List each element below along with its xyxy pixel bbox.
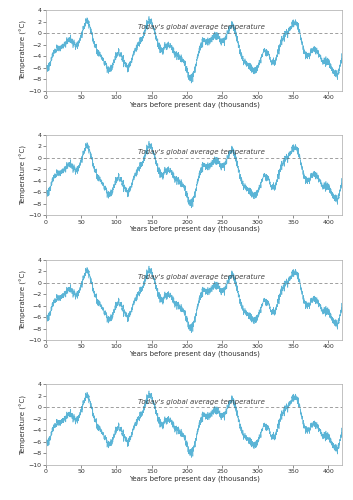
X-axis label: Years before present day (thousands): Years before present day (thousands) — [129, 101, 259, 107]
X-axis label: Years before present day (thousands): Years before present day (thousands) — [129, 226, 259, 232]
Y-axis label: Temperature (°C): Temperature (°C) — [20, 270, 27, 330]
Text: Today's global average temperature: Today's global average temperature — [138, 274, 265, 280]
Y-axis label: Temperature (°C): Temperature (°C) — [20, 394, 27, 454]
X-axis label: Years before present day (thousands): Years before present day (thousands) — [129, 476, 259, 482]
Text: Today's global average temperature: Today's global average temperature — [138, 24, 265, 30]
Text: Today's global average temperature: Today's global average temperature — [138, 398, 265, 404]
Y-axis label: Temperature (°C): Temperature (°C) — [20, 20, 27, 80]
X-axis label: Years before present day (thousands): Years before present day (thousands) — [129, 350, 259, 357]
Y-axis label: Temperature (°C): Temperature (°C) — [20, 145, 27, 205]
Text: Today's global average temperature: Today's global average temperature — [138, 149, 265, 155]
